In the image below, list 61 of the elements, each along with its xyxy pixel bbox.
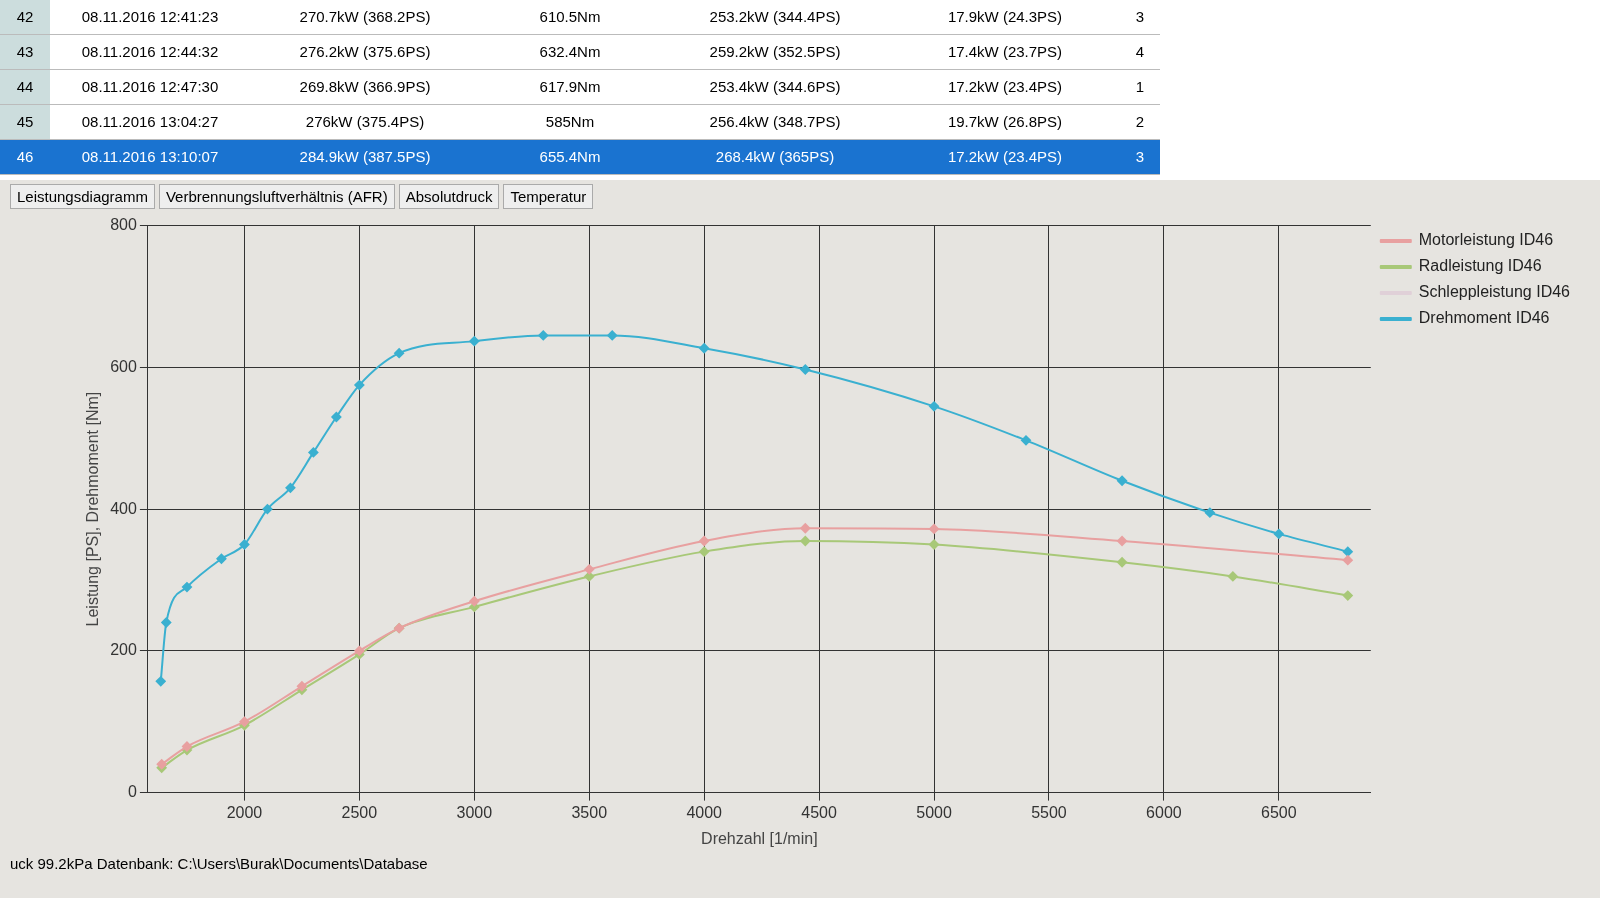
text: 2 — [1120, 105, 1160, 140]
text: 44 — [0, 70, 50, 105]
legend-label: Drehmoment ID46 — [1418, 309, 1550, 327]
text: 17.4kW (23.7PS) — [890, 35, 1120, 70]
x-tick-label: 6000 — [1146, 803, 1182, 821]
y-tick-label: 400 — [110, 499, 137, 517]
legend-label: Schleppleistung ID46 — [1418, 283, 1571, 301]
y-tick-label: 200 — [110, 641, 137, 659]
text: 585Nm — [480, 105, 660, 140]
text: 08.11.2016 12:44:32 — [50, 35, 250, 70]
x-tick-label: 3500 — [571, 803, 608, 821]
text: Verbrennungsluftverhältnis (AFR) — [158, 184, 395, 209]
y-tick-label: 800 — [110, 216, 137, 234]
text: 46 — [0, 140, 50, 175]
text: 632.4Nm — [480, 35, 660, 70]
text: 655.4Nm — [480, 140, 660, 175]
text: 3 — [1120, 0, 1160, 35]
x-tick-label: 3000 — [456, 803, 493, 821]
text: uck 99.2kPa Datenbank: C:\Users\Burak\Documents\Database — [9, 854, 429, 874]
legend-label: Radleistung ID46 — [1418, 257, 1542, 275]
text: 259.2kW (352.5PS) — [660, 35, 890, 70]
text: 43 — [0, 35, 50, 70]
text: 617.9Nm — [480, 70, 660, 105]
text: 253.4kW (344.6PS) — [660, 70, 890, 105]
text: 270.7kW (368.2PS) — [250, 0, 480, 35]
text: 3 — [1120, 140, 1160, 175]
text: 17.2kW (23.4PS) — [890, 140, 1120, 175]
text: 253.2kW (344.4PS) — [660, 0, 890, 35]
x-tick-label: 6500 — [1261, 803, 1297, 821]
text: 276kW (375.4PS) — [250, 105, 480, 140]
x-tick-label: 4000 — [686, 803, 723, 821]
text: 17.9kW (24.3PS) — [890, 0, 1120, 35]
text: 268.4kW (365PS) — [660, 140, 890, 175]
text: 17.2kW (23.4PS) — [890, 70, 1120, 105]
text: 08.11.2016 12:47:30 — [50, 70, 250, 105]
text: Temperatur — [503, 184, 594, 209]
text: 1 — [1120, 70, 1160, 105]
text: 610.5Nm — [480, 0, 660, 35]
text: 08.11.2016 13:10:07 — [50, 140, 250, 175]
text: 08.11.2016 13:04:27 — [50, 105, 250, 140]
y-tick-label: 0 — [127, 783, 137, 801]
y-axis-title: Leistung [PS], Drehmoment [Nm] — [84, 391, 102, 627]
x-tick-label: 5500 — [1031, 803, 1067, 821]
x-tick-label: 2500 — [341, 803, 378, 821]
text: Leistungsdiagramm — [10, 184, 155, 209]
text: 08.11.2016 12:41:23 — [50, 0, 250, 35]
text: 42 — [0, 0, 50, 35]
y-tick-label: 600 — [110, 357, 137, 375]
text: 284.9kW (387.5PS) — [250, 140, 480, 175]
x-tick-label: 5000 — [916, 803, 952, 821]
text: Absolutdruck — [398, 184, 500, 209]
text: 19.7kW (26.8PS) — [890, 105, 1120, 140]
text: 269.8kW (366.9PS) — [250, 70, 480, 105]
x-tick-label: 2000 — [226, 803, 263, 821]
legend-label: Motorleistung ID46 — [1418, 231, 1554, 249]
text: 45 — [0, 105, 50, 140]
x-tick-label: 4500 — [801, 803, 838, 821]
text: 4 — [1120, 35, 1160, 70]
x-axis-title: Drehzahl [1/min] — [701, 829, 818, 847]
text: 276.2kW (375.6PS) — [250, 35, 480, 70]
text: 256.4kW (348.7PS) — [660, 105, 890, 140]
